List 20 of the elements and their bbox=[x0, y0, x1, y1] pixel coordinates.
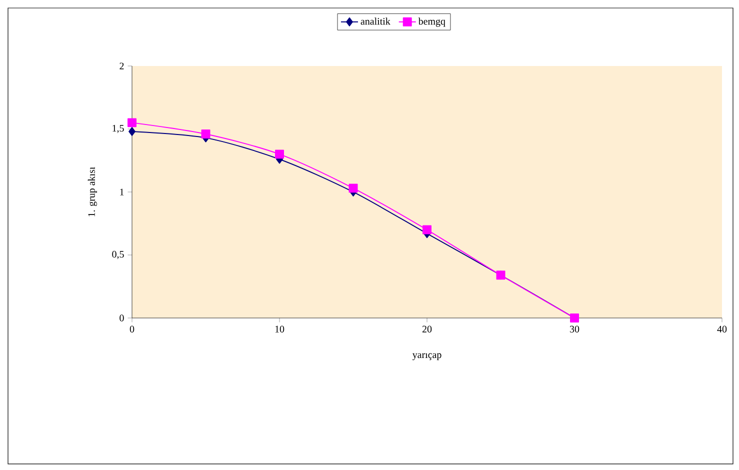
y-tick-label: 1 bbox=[120, 188, 124, 196]
x-tick-label: 0 bbox=[130, 326, 134, 332]
y-tick-label: 1,5 bbox=[112, 124, 124, 134]
x-axis-title: yarıçap bbox=[412, 353, 442, 360]
y-axis-title: 1. grup akısı bbox=[88, 166, 97, 216]
point bbox=[422, 225, 432, 234]
point bbox=[128, 118, 136, 128]
legend-label: analitik bbox=[360, 18, 390, 25]
point bbox=[348, 184, 358, 193]
x-tick-label: 40 bbox=[717, 326, 727, 332]
y-tick-label: 0,5 bbox=[112, 250, 124, 260]
point bbox=[201, 130, 210, 139]
x-tick-label: 30 bbox=[570, 326, 580, 332]
x-tick-label: 20 bbox=[422, 326, 432, 332]
x-tick-label: 10 bbox=[275, 326, 284, 332]
point bbox=[128, 127, 136, 136]
y-tick-label: 2 bbox=[120, 62, 124, 70]
legend-label: bemgq bbox=[418, 18, 446, 27]
y-tick-label: 0 bbox=[120, 314, 124, 322]
point bbox=[275, 150, 284, 159]
